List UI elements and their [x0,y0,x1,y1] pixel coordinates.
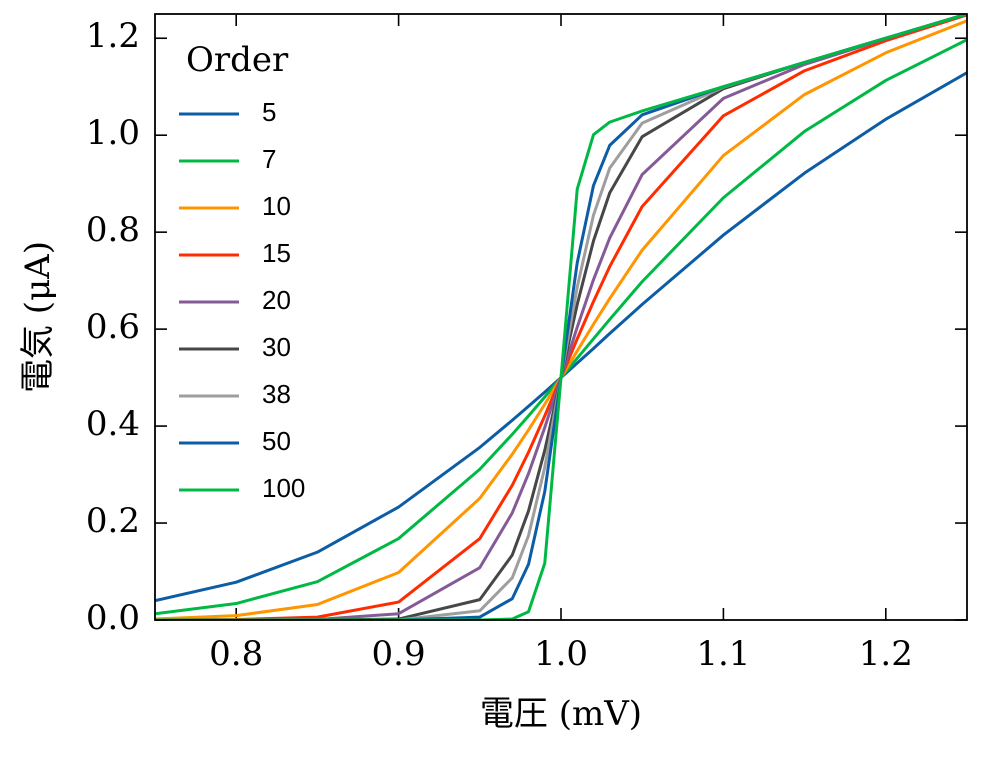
x-tick-label: 0.8 [209,634,263,674]
legend-label: 100 [262,473,305,503]
legend-label: 7 [262,144,276,174]
legend-label: 50 [262,426,291,456]
y-tick-label: 0.0 [86,598,140,638]
series-line [155,38,967,616]
y-tick-label: 1.2 [86,16,140,56]
x-axis-label: 電圧 (mV) [480,694,642,734]
y-tick-label: 1.0 [86,113,140,153]
x-tick-label: 1.1 [696,634,750,674]
y-tick-label: 0.2 [86,501,140,541]
x-tick-label: 0.9 [372,634,426,674]
legend-label: 15 [262,238,291,268]
x-tick-label: 1.2 [859,634,913,674]
legend-label: 30 [262,332,291,362]
plot-frame [154,13,968,621]
legend-label: 10 [262,191,291,221]
y-tick-label: 0.4 [86,404,140,444]
y-tick-label: 0.8 [86,210,140,250]
y-tick-label: 0.6 [86,307,140,347]
legend-label: 5 [262,97,276,127]
series-line [155,14,967,620]
x-tick-label: 1.0 [534,634,588,674]
legend-label: 38 [262,379,291,409]
y-axis-label: 電気 (μA) [18,241,58,393]
legend-title: Order [186,40,289,80]
legend-label: 20 [262,285,291,315]
series-line [155,19,967,620]
